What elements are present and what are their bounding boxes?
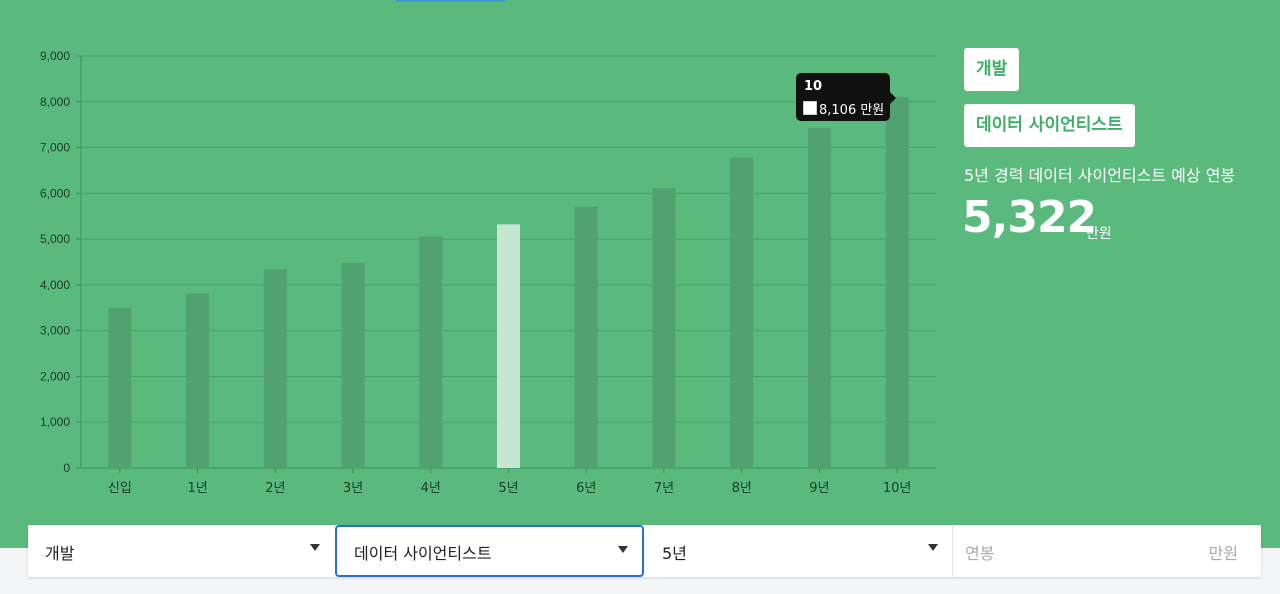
salary-input-unit: 만원 bbox=[1208, 544, 1238, 563]
bar[interactable] bbox=[574, 206, 598, 468]
y-tick-label: 2,000 bbox=[40, 369, 70, 383]
caret-down-icon bbox=[310, 544, 320, 551]
tooltip-swatch bbox=[803, 101, 817, 115]
x-tick-label: 10년 bbox=[883, 481, 912, 496]
x-tick-label: 8년 bbox=[732, 481, 752, 496]
salary-unit: 만원 bbox=[1086, 226, 1112, 242]
experience-select-value: 5년 bbox=[662, 544, 687, 563]
y-tick-label: 4,000 bbox=[40, 278, 70, 292]
y-tick-label: 5,000 bbox=[40, 232, 70, 246]
chart-tooltip: 10 8,106 만원 bbox=[796, 73, 896, 121]
x-tick-label: 1년 bbox=[187, 481, 207, 496]
x-tick-label: 3년 bbox=[343, 481, 363, 496]
bar[interactable] bbox=[108, 307, 132, 468]
salary-description: 5년 경력 데이터 사이언티스트 예상 연봉 bbox=[964, 166, 1236, 185]
nav-active-indicator bbox=[396, 0, 505, 2]
bar[interactable] bbox=[186, 293, 210, 468]
category-select-value: 개발 bbox=[45, 544, 75, 563]
x-tick-label: 6년 bbox=[576, 481, 596, 496]
y-tick-label: 7,000 bbox=[40, 141, 70, 155]
tooltip-value: 8,106 만원 bbox=[819, 103, 885, 118]
tooltip-title: 10 bbox=[804, 79, 823, 94]
salary-input[interactable]: 연봉 만원 bbox=[952, 525, 1261, 577]
bar-highlighted[interactable] bbox=[497, 224, 520, 468]
category-select[interactable]: 개발 bbox=[28, 525, 334, 577]
bar[interactable] bbox=[419, 236, 443, 468]
filter-bar: 개발 데이터 사이언티스트 5년 연봉 만원 bbox=[28, 525, 1261, 577]
caret-down-icon bbox=[928, 544, 938, 551]
y-tick-label: 0 bbox=[63, 461, 70, 475]
y-tick-label: 6,000 bbox=[40, 186, 70, 200]
x-tick-label: 2년 bbox=[265, 481, 285, 496]
category-tag[interactable]: 개발 bbox=[964, 48, 1020, 91]
expected-salary: 5,322 bbox=[962, 192, 1097, 243]
x-tick-label: 9년 bbox=[809, 481, 829, 496]
job-select-value: 데이터 사이언티스트 bbox=[354, 544, 492, 563]
y-tick-label: 1,000 bbox=[40, 415, 70, 429]
caret-down-icon bbox=[618, 546, 628, 553]
bar[interactable] bbox=[341, 262, 365, 468]
salary-input-placeholder: 연봉 bbox=[965, 544, 995, 563]
tooltip-value-row: 8,106 만원 bbox=[803, 99, 884, 118]
bar[interactable] bbox=[652, 188, 676, 468]
bar[interactable] bbox=[730, 157, 754, 469]
job-tag[interactable]: 데이터 사이언티스트 bbox=[964, 104, 1135, 147]
y-tick-label: 8,000 bbox=[40, 95, 70, 109]
bar[interactable] bbox=[807, 127, 831, 469]
x-tick-label: 4년 bbox=[421, 481, 441, 496]
x-tick-label: 신입 bbox=[108, 481, 132, 496]
y-tick-label: 9,000 bbox=[40, 49, 70, 63]
salary-bar-chart: 0 1,000 2,000 3,000 4,000 5,000 6,000 7,000 8,00… bbox=[40, 49, 936, 496]
x-tick-label: 7년 bbox=[654, 481, 674, 496]
job-select[interactable]: 데이터 사이언티스트 bbox=[335, 525, 644, 577]
hero-section bbox=[0, 0, 1280, 548]
bar[interactable] bbox=[885, 96, 909, 469]
bar[interactable] bbox=[263, 269, 287, 468]
y-tick-label: 3,000 bbox=[40, 324, 70, 338]
experience-select[interactable]: 5년 bbox=[645, 525, 952, 577]
x-tick-label: 5년 bbox=[498, 481, 518, 496]
